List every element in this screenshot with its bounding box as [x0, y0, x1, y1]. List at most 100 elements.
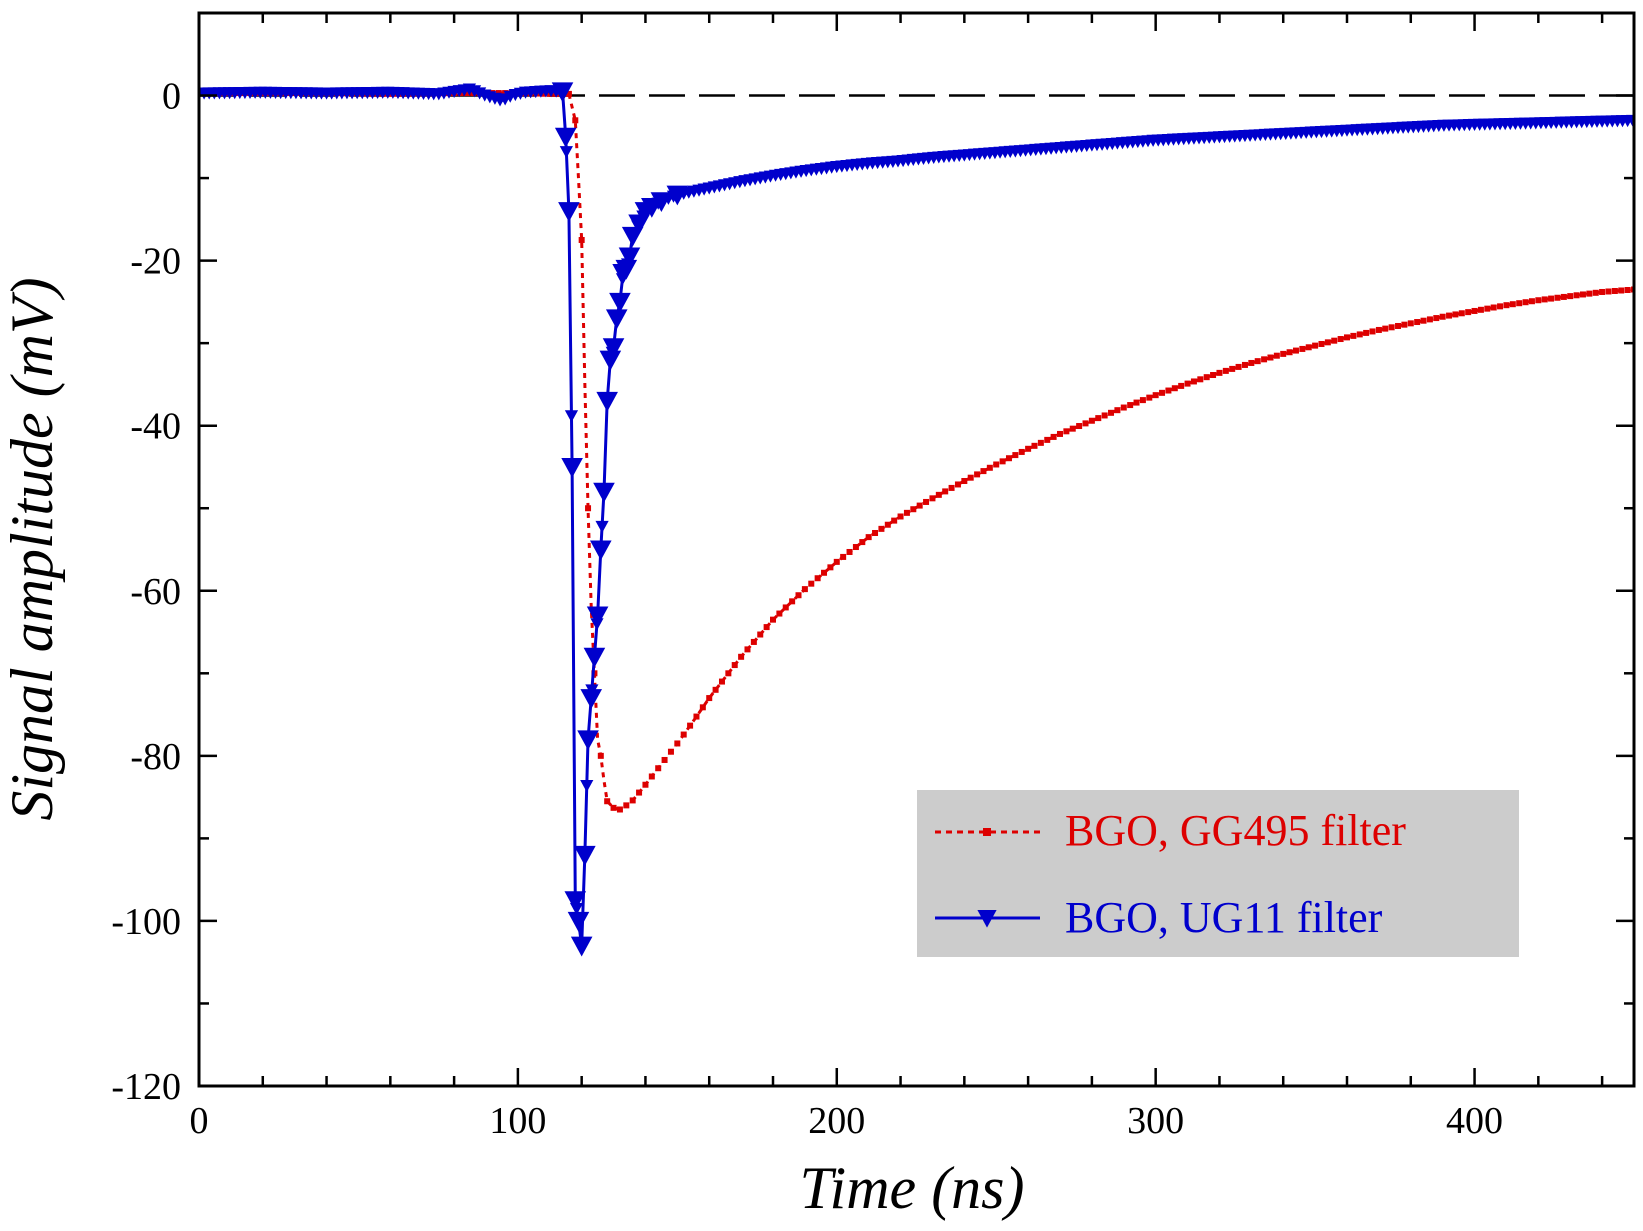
series-marker	[770, 616, 776, 623]
legend: BGO, GG495 filter BGO, UG11 filter	[917, 790, 1519, 957]
series-marker	[903, 509, 910, 516]
series-marker	[567, 911, 590, 932]
series-marker	[1184, 380, 1191, 387]
series-marker	[586, 606, 609, 627]
series-marker	[1414, 319, 1421, 326]
series-marker	[1433, 315, 1440, 322]
series-marker	[999, 458, 1006, 465]
series-marker	[604, 798, 611, 805]
series-marker	[1165, 387, 1172, 394]
series-marker	[1286, 349, 1293, 356]
series-marker	[577, 730, 599, 751]
series-marker	[642, 781, 649, 788]
series-marker	[1599, 288, 1606, 295]
series-marker	[1369, 328, 1376, 335]
series-marker	[1273, 352, 1280, 359]
series-marker	[1210, 372, 1217, 379]
series-marker	[1560, 293, 1567, 300]
series-marker	[596, 391, 618, 412]
series-marker	[595, 520, 609, 533]
series-marker	[1375, 326, 1382, 333]
series-marker	[1088, 417, 1095, 424]
series-marker	[636, 789, 643, 796]
series-marker	[840, 553, 847, 560]
series-marker	[1363, 329, 1370, 336]
y-tick-label: 0	[162, 76, 181, 118]
series-marker	[1005, 455, 1012, 462]
series-marker	[551, 82, 574, 103]
series-marker	[1203, 374, 1210, 381]
series-marker	[1127, 402, 1134, 409]
series-marker	[580, 689, 603, 709]
series-marker	[1171, 385, 1178, 392]
series-marker	[961, 477, 968, 484]
series-marker	[1528, 298, 1535, 305]
series-marker	[593, 482, 615, 503]
series-marker	[1299, 345, 1306, 352]
series-marker	[572, 117, 579, 124]
series-marker	[1069, 425, 1076, 432]
series-marker	[623, 802, 630, 809]
series-marker	[1280, 350, 1287, 357]
series-marker	[1586, 290, 1593, 297]
series-marker	[1350, 332, 1357, 339]
series-marker	[948, 484, 955, 491]
series-marker	[884, 521, 891, 528]
series-marker	[1095, 415, 1102, 422]
series-marker	[821, 569, 828, 576]
series-marker	[1312, 342, 1319, 349]
series-marker	[859, 539, 866, 546]
series-marker	[1241, 361, 1248, 368]
series-marker	[1152, 392, 1159, 399]
series-marker	[597, 752, 604, 759]
series-marker	[980, 468, 987, 475]
series-marker	[1618, 287, 1625, 294]
series-marker	[1344, 334, 1350, 341]
series-marker	[1471, 307, 1478, 314]
y-tick-label: -60	[130, 571, 181, 613]
series-marker	[738, 653, 745, 660]
series-marker	[602, 338, 625, 359]
series-marker	[1516, 300, 1523, 307]
x-tick-label: 0	[190, 1100, 209, 1142]
series-marker	[795, 592, 802, 599]
legend-entry-gg495	[935, 828, 1040, 836]
legend-label-ug11: BGO, UG11 filter	[1065, 893, 1383, 942]
y-tick-label: -120	[111, 1066, 181, 1108]
series-marker	[554, 127, 577, 148]
series-marker	[872, 529, 879, 536]
series-marker	[763, 624, 770, 631]
x-tick-label: 100	[489, 1100, 546, 1142]
series-marker	[954, 481, 961, 488]
series-marker	[680, 731, 687, 738]
series-marker	[1318, 340, 1325, 347]
series-marker	[1522, 299, 1529, 306]
series-marker	[974, 471, 981, 478]
series-marker	[923, 498, 930, 505]
series-marker	[916, 502, 923, 509]
series-marker	[1063, 428, 1070, 435]
series-marker	[1216, 369, 1223, 376]
series-marker	[629, 797, 636, 804]
y-tick-label: -100	[111, 901, 181, 943]
series-marker	[1605, 288, 1612, 295]
series-marker	[1554, 294, 1561, 301]
series-marker	[674, 740, 681, 747]
series-marker	[1037, 439, 1044, 446]
series-marker	[693, 713, 700, 720]
series-marker	[1159, 389, 1166, 396]
series-marker	[993, 461, 1000, 468]
series-marker	[1426, 316, 1433, 323]
series-marker	[1465, 309, 1472, 316]
series-marker	[731, 662, 738, 669]
series-marker	[1018, 448, 1025, 455]
series-marker	[1535, 297, 1542, 304]
series-marker	[897, 513, 904, 520]
series-marker	[833, 558, 840, 565]
series-marker	[718, 678, 725, 685]
series-marker	[570, 936, 593, 957]
legend-label-gg495: BGO, GG495 filter	[1065, 806, 1406, 855]
series-marker	[967, 474, 974, 481]
series-marker	[865, 534, 872, 541]
series-marker	[852, 544, 859, 551]
